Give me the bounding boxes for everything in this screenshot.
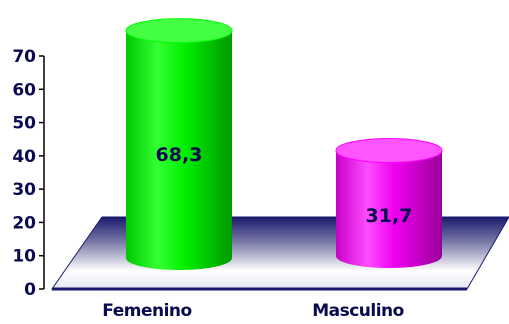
- cylinder-body: [126, 30, 232, 271]
- y-tick-label: 30: [12, 180, 36, 200]
- cylinder-top: [125, 18, 233, 44]
- data-label: 31,7: [366, 205, 413, 227]
- bar-femenino: 68,3: [125, 18, 233, 271]
- y-tick-label: 10: [12, 247, 36, 267]
- category-label-masculino: Masculino: [312, 301, 404, 321]
- bar-series: 68,3 31,7: [125, 18, 443, 271]
- data-label: 68,3: [156, 144, 203, 166]
- y-tick-label: 50: [12, 114, 36, 134]
- y-tick-label: 20: [12, 213, 36, 233]
- y-tick-label: 0: [24, 280, 36, 300]
- y-axis-ticks: 0 10 20 30 40 50 60 70: [12, 47, 44, 300]
- cylinder-body: [336, 150, 442, 268]
- bar-masculino: 31,7: [335, 137, 443, 268]
- y-tick-label: 70: [12, 47, 36, 67]
- y-tick-label: 40: [12, 147, 36, 167]
- y-tick-label: 60: [12, 80, 36, 100]
- category-label-femenino: Femenino: [102, 301, 191, 321]
- cylinder-top: [335, 137, 443, 163]
